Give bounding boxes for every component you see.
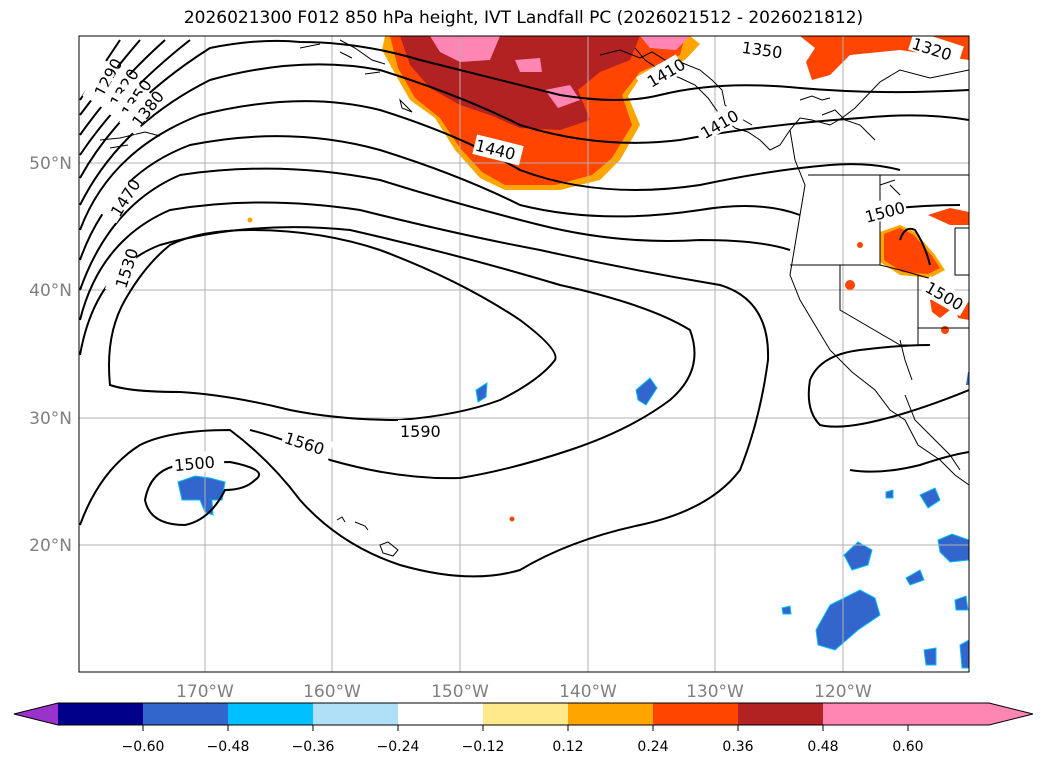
colorbar-segment bbox=[568, 703, 654, 725]
colorbar-tick-label: 0.60 bbox=[892, 739, 923, 755]
colorbar-segment bbox=[738, 703, 824, 725]
colorbar-segment bbox=[398, 703, 484, 725]
colorbar-tick-label: −0.24 bbox=[377, 739, 420, 755]
lon-label-150w: 150°W bbox=[431, 682, 489, 702]
colorbar-tick-labels: −0.60 −0.48 −0.36 −0.24 −0.12 0.12 0.24 … bbox=[122, 739, 924, 755]
lat-label-20n: 20°N bbox=[29, 536, 72, 556]
map-frame bbox=[78, 35, 970, 673]
colorbar-tick-label: −0.12 bbox=[462, 739, 505, 755]
lat-label-50n: 50°N bbox=[29, 154, 72, 174]
colorbar-tick-label: 0.36 bbox=[722, 739, 753, 755]
lon-label-140w: 140°W bbox=[559, 682, 617, 702]
colorbar-segment bbox=[483, 703, 569, 725]
height-contours bbox=[79, 39, 969, 578]
colorbar-segment bbox=[143, 703, 229, 725]
colorbar-tick-label: −0.36 bbox=[292, 739, 335, 755]
lon-label-160w: 160°W bbox=[303, 682, 361, 702]
lat-label-40n: 40°N bbox=[29, 281, 72, 301]
colorbar-tick-label: 0.24 bbox=[637, 739, 668, 755]
contour-labels: 1290 1320 1350 1380 1410 1440 1470 1500 … bbox=[82, 36, 969, 475]
colorbar-tick-label: −0.48 bbox=[207, 739, 250, 755]
lat-label-30n: 30°N bbox=[29, 409, 72, 429]
colorbar-segment bbox=[313, 703, 399, 725]
colorbar-segment bbox=[228, 703, 314, 725]
latitude-labels: 50°N 40°N 30°N 20°N bbox=[29, 154, 72, 556]
colorbar-segment bbox=[653, 703, 739, 725]
longitude-labels: 170°W 160°W 150°W 140°W 130°W 120°W bbox=[176, 682, 872, 702]
colorbar-extend-left bbox=[14, 703, 58, 725]
colorbar-extend-right bbox=[989, 703, 1033, 725]
lon-label-170w: 170°W bbox=[176, 682, 234, 702]
contour-label-1590: 1590 bbox=[400, 422, 441, 441]
gridlines bbox=[79, 36, 969, 672]
colorbar-segments bbox=[58, 703, 990, 725]
colorbar-ticks bbox=[142, 725, 909, 731]
colorbar-tick-label: −0.60 bbox=[122, 739, 165, 755]
colorbar-tick-label: 0.48 bbox=[807, 739, 838, 755]
contour-label-1500-west: 1500 bbox=[173, 453, 215, 475]
negative-anomalies bbox=[177, 372, 969, 669]
map-area: 1290 1320 1350 1380 1410 1440 1470 1500 … bbox=[79, 36, 969, 672]
colorbar-segment bbox=[908, 703, 990, 725]
colorbar: −0.60 −0.48 −0.36 −0.24 −0.12 0.12 0.24 … bbox=[13, 702, 1034, 755]
lon-label-120w: 120°W bbox=[814, 682, 872, 702]
colorbar-segment bbox=[823, 703, 909, 725]
colorbar-tick-label: 0.12 bbox=[552, 739, 583, 755]
colorbar-segment bbox=[58, 703, 144, 725]
map-title: 2026021300 F012 850 hPa height, IVT Land… bbox=[183, 8, 864, 28]
lon-label-130w: 130°W bbox=[686, 682, 744, 702]
